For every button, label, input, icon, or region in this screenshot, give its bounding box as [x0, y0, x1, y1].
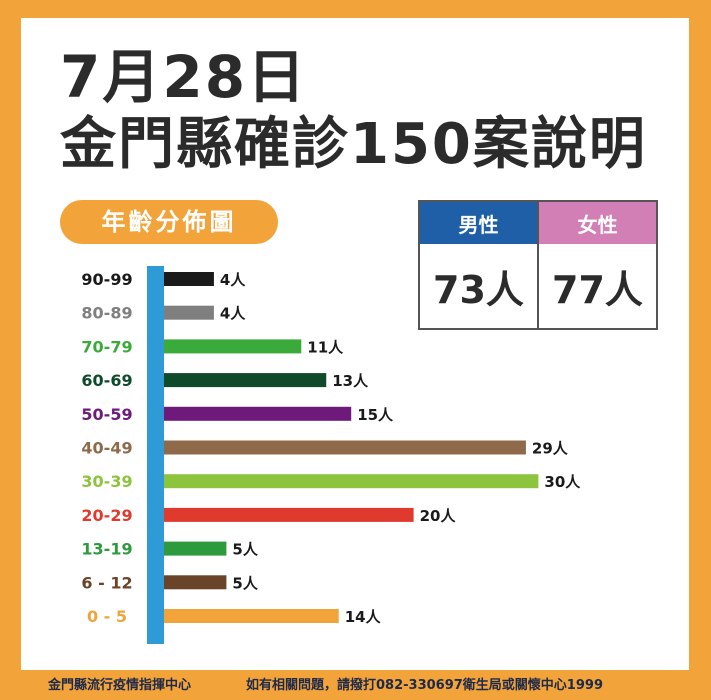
gender-female-header: 女性 [539, 202, 656, 244]
value-label: 30人 [544, 473, 581, 491]
age-distribution-label: 年齡分佈圖 [60, 200, 278, 244]
category-label: 6 - 12 [81, 573, 132, 592]
footer-right: 如有相關問題，請撥打082-330697衛生局或關懷中心1999 [246, 678, 603, 693]
title-headline: 金門縣確診150案說明 [60, 112, 647, 177]
gender-male-header: 男性 [420, 202, 537, 244]
category-label: 70-79 [81, 337, 132, 356]
bar [164, 373, 327, 388]
gender-male-value: 73人 [433, 267, 524, 312]
bar [164, 507, 414, 522]
gender-table: 男性 73人 女性 77人 [418, 200, 658, 330]
value-label: 13人 [332, 372, 369, 390]
category-label: 30-39 [81, 472, 132, 491]
value-label: 4人 [220, 271, 246, 289]
value-label: 14人 [345, 608, 382, 626]
value-label: 4人 [220, 305, 246, 323]
category-label: 60-69 [81, 371, 132, 390]
bar [164, 575, 227, 590]
value-label: 15人 [357, 406, 394, 424]
title-date: 7月28日 [60, 43, 308, 111]
gender-male-column: 男性 73人 [420, 202, 537, 328]
chart-axis-bar [147, 266, 164, 644]
bar [164, 272, 214, 286]
gender-female-column: 女性 77人 [537, 202, 656, 328]
bar [164, 440, 526, 455]
category-label: 13-19 [81, 540, 132, 559]
value-label: 5人 [232, 541, 258, 559]
footer-left: 金門縣流行疫情指揮中心 [48, 678, 192, 693]
category-label: 90-99 [81, 270, 132, 289]
category-label: 20-29 [81, 506, 132, 525]
bar [164, 305, 214, 320]
bar [164, 474, 539, 489]
gender-female-value: 77人 [552, 267, 643, 312]
category-label: 40-49 [81, 439, 132, 458]
bar [164, 339, 302, 354]
category-label: 50-59 [81, 405, 132, 424]
content-panel [21, 18, 689, 670]
category-label: 0 - 5 [87, 607, 127, 626]
value-label: 29人 [532, 440, 569, 458]
category-label: 80-89 [81, 304, 132, 323]
bar [164, 609, 339, 623]
value-label: 20人 [420, 507, 457, 525]
value-label: 11人 [307, 338, 344, 356]
value-label: 5人 [232, 574, 258, 592]
bar [164, 406, 352, 421]
bar [164, 541, 227, 556]
